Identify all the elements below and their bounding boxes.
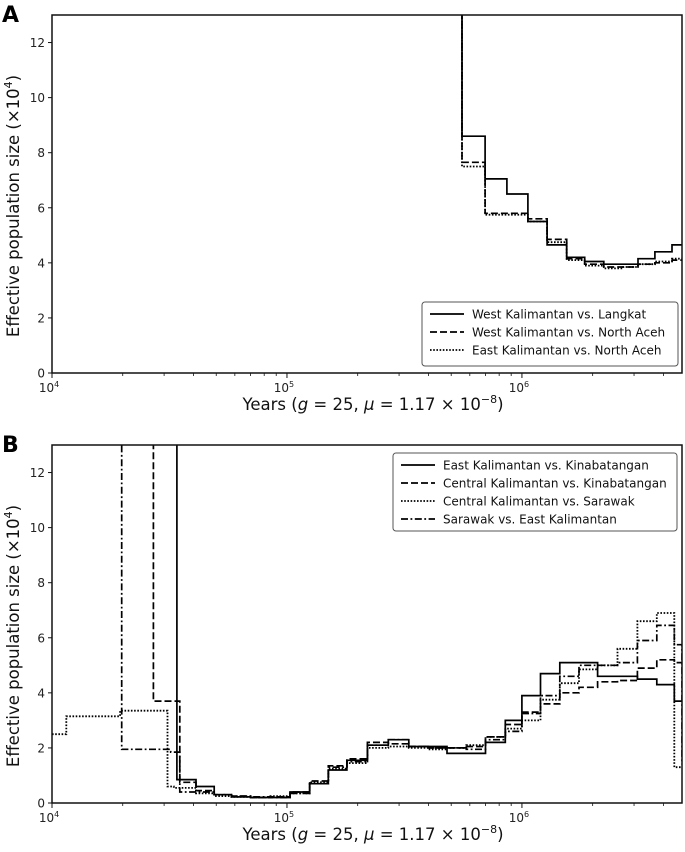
x-title-g-eq: = 25, — [308, 825, 364, 844]
y-tick-label: 0 — [37, 797, 45, 811]
y-title-close: ) — [4, 75, 23, 81]
x-axis-title: Years (g = 25, μ = 1.17 × 10−8) — [241, 393, 503, 414]
y-tick-label: 0 — [37, 367, 45, 381]
series-line-dashdot — [120, 445, 682, 799]
x-tick-exponent: 5 — [289, 810, 294, 819]
x-title-suffix: ) — [497, 825, 503, 844]
x-title-g-eq: = 25, — [308, 395, 364, 414]
x-tick-exponent: 6 — [524, 810, 529, 819]
y-tick-label: 6 — [37, 201, 45, 215]
y-tick-label: 10 — [30, 521, 45, 535]
x-tick-exponent: 4 — [54, 380, 59, 389]
x-tick-exponent: 6 — [524, 380, 529, 389]
y-tick-label: 8 — [37, 576, 45, 590]
y-tick-label: 2 — [37, 311, 45, 325]
x-title-exponent: −8 — [481, 393, 497, 406]
y-tick-label: 6 — [37, 631, 45, 645]
x-tick-base: 10 — [39, 381, 54, 395]
legend-box — [421, 301, 679, 367]
y-title-exponent: 4 — [2, 81, 15, 88]
y-tick-label: 12 — [30, 466, 45, 480]
legend-label: Central Kalimantan vs. Sarawak — [443, 495, 635, 509]
x-tick-label: 104 — [39, 810, 59, 825]
x-title-prefix: Years ( — [241, 395, 297, 414]
y-title-main: Effective population size (×10 — [4, 518, 23, 767]
legend-label: West Kalimantan vs. Langkat — [472, 308, 646, 322]
y-axis-title: Effective population size (×104) — [2, 75, 23, 337]
x-title-mu-eq: = 1.17 × 10 — [374, 825, 480, 844]
legend-label: Central Kalimantan vs. Kinabatangan — [443, 477, 667, 491]
legend: West Kalimantan vs. Langkat West Kalimant… — [421, 301, 679, 367]
series-group — [461, 15, 682, 270]
y-tick-label: 10 — [30, 91, 45, 105]
y-title-main: Effective population size (×10 — [4, 88, 23, 337]
y-tick-label: 12 — [30, 36, 45, 50]
x-title-mu: μ — [363, 825, 375, 844]
x-title-suffix: ) — [497, 395, 503, 414]
y-title-exponent: 4 — [2, 511, 15, 518]
legend-label: West Kalimantan vs. North Aceh — [472, 326, 665, 340]
x-title-exponent: −8 — [481, 823, 497, 836]
x-title-mu: μ — [363, 395, 375, 414]
y-tick-label: 4 — [37, 256, 45, 270]
x-tick-label: 105 — [274, 810, 294, 825]
legend: East Kalimantan vs. Kinabatangan Central … — [392, 452, 678, 532]
legend-label: East Kalimantan vs. Kinabatangan — [443, 459, 649, 473]
y-axis-title: Effective population size (×104) — [2, 505, 23, 767]
panel-label: A — [2, 3, 19, 28]
series-line-dotted — [52, 612, 682, 799]
plot-frame — [51, 444, 683, 804]
x-axis-title: Years (g = 25, μ = 1.17 × 10−8) — [241, 823, 503, 844]
plot-frame — [51, 14, 683, 374]
series-group — [52, 445, 682, 799]
x-title-prefix: Years ( — [241, 825, 297, 844]
x-tick-label: 106 — [509, 810, 529, 825]
legend-box — [392, 452, 678, 532]
panel-label: B — [2, 433, 19, 458]
x-tick-label: 104 — [39, 380, 59, 395]
x-tick-exponent: 5 — [289, 380, 294, 389]
x-tick-label: 105 — [274, 380, 294, 395]
x-tick-base: 10 — [274, 381, 289, 395]
legend-label: East Kalimantan vs. North Aceh — [472, 344, 661, 358]
x-tick-base: 10 — [509, 381, 524, 395]
x-tick-base: 10 — [39, 811, 54, 825]
legend-label: Sarawak vs. East Kalimantan — [443, 513, 617, 527]
x-tick-label: 106 — [509, 380, 529, 395]
x-title-g: g — [298, 395, 308, 414]
series-line-dashed — [461, 15, 682, 268]
series-line-solid — [461, 15, 682, 266]
x-title-mu-eq: = 1.17 × 10 — [374, 395, 480, 414]
x-tick-exponent: 4 — [54, 810, 59, 819]
y-title-close: ) — [4, 505, 23, 511]
x-title-g: g — [298, 825, 308, 844]
y-tick-label: 2 — [37, 741, 45, 755]
y-tick-label: 8 — [37, 146, 45, 160]
series-line-dotted — [461, 15, 682, 270]
y-tick-label: 4 — [37, 686, 45, 700]
x-tick-base: 10 — [274, 811, 289, 825]
x-tick-base: 10 — [509, 811, 524, 825]
